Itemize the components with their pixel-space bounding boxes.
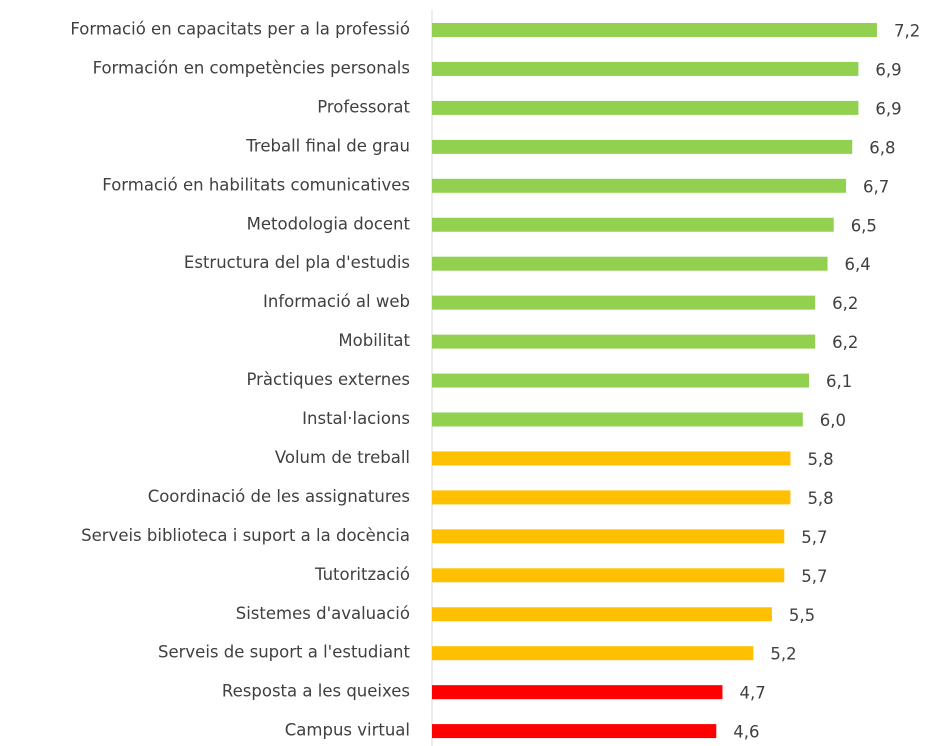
category-label: Sistemes d'avaluació: [236, 604, 410, 623]
value-label: 5,5: [789, 606, 815, 625]
bar: [432, 295, 816, 310]
category-label: Metodologia docent: [247, 214, 411, 233]
bar: [432, 334, 816, 349]
value-label: 5,2: [770, 645, 796, 664]
bar: [432, 451, 791, 466]
category-label: Informació al web: [263, 292, 410, 311]
value-label: 6,9: [875, 99, 901, 118]
category-label: Serveis de suport a l'estudiant: [158, 643, 411, 662]
value-label: 6,7: [863, 177, 889, 196]
value-label: 6,4: [845, 255, 871, 274]
bar: [432, 607, 772, 622]
value-label: 6,5: [851, 216, 877, 235]
bar: [432, 646, 754, 661]
category-label: Instal·lacions: [302, 409, 410, 428]
bar: [432, 412, 803, 427]
bar: [432, 256, 828, 271]
category-label: Resposta a les queixes: [222, 682, 410, 701]
value-label: 6,0: [820, 411, 846, 430]
value-label: 4,7: [739, 684, 765, 703]
bar: [432, 178, 847, 193]
category-label: Estructura del pla d'estudis: [184, 253, 410, 272]
value-label: 6,8: [869, 138, 895, 157]
bar: [432, 100, 859, 115]
value-label: 5,8: [807, 450, 833, 469]
category-label: Treball final de grau: [245, 136, 410, 155]
bar: [432, 685, 723, 700]
bar: [432, 490, 791, 505]
bar: [432, 217, 834, 232]
category-label: Formación en competències personals: [93, 58, 410, 77]
value-label: 6,9: [875, 60, 901, 79]
value-label: 4,6: [733, 723, 759, 742]
category-label: Serveis biblioteca i suport a la docènci…: [81, 526, 410, 545]
category-label: Coordinació de les assignatures: [148, 487, 410, 506]
category-label: Professorat: [317, 97, 410, 116]
category-label: Formació en habilitats comunicatives: [102, 175, 410, 194]
value-label: 7,2: [894, 22, 920, 41]
value-label: 6,2: [832, 294, 858, 313]
category-label: Pràctiques externes: [246, 370, 410, 389]
category-label: Volum de treball: [275, 448, 410, 467]
bar: [432, 139, 853, 154]
value-label: 5,7: [801, 528, 827, 547]
bar: [432, 529, 785, 544]
bar: [432, 724, 717, 739]
bar: [432, 61, 859, 76]
category-label: Mobilitat: [338, 331, 410, 350]
category-label: Tutorització: [314, 565, 410, 584]
value-label: 6,2: [832, 333, 858, 352]
value-label: 5,7: [801, 567, 827, 586]
bar: [432, 568, 785, 583]
bar: [432, 23, 877, 37]
category-label: Campus virtual: [285, 721, 410, 740]
value-label: 6,1: [826, 372, 852, 391]
category-label: Formació en capacitats per a la professi…: [70, 20, 410, 39]
bar: [432, 373, 809, 388]
value-label: 5,8: [807, 489, 833, 508]
